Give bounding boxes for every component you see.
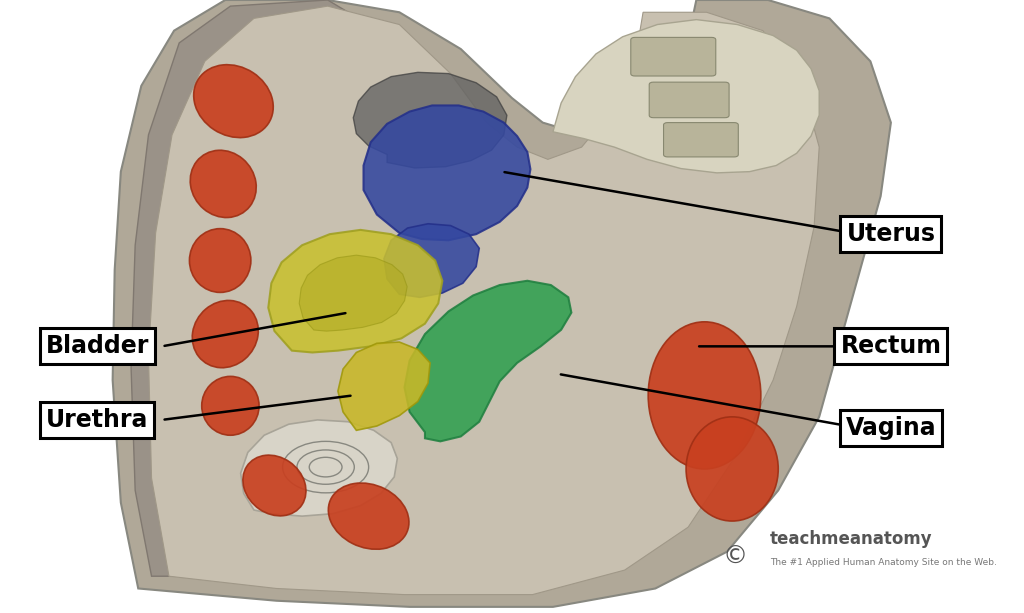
- Polygon shape: [553, 20, 819, 173]
- Ellipse shape: [648, 322, 761, 469]
- Text: Rectum: Rectum: [841, 334, 941, 359]
- Polygon shape: [113, 0, 891, 607]
- Ellipse shape: [194, 65, 273, 137]
- Text: Uterus: Uterus: [847, 222, 935, 246]
- Text: ©: ©: [723, 544, 748, 569]
- Ellipse shape: [686, 417, 778, 521]
- Polygon shape: [404, 281, 571, 441]
- Text: Urethra: Urethra: [46, 408, 148, 432]
- Polygon shape: [338, 342, 430, 430]
- FancyBboxPatch shape: [664, 123, 738, 157]
- Polygon shape: [353, 72, 507, 168]
- Ellipse shape: [193, 300, 258, 368]
- FancyBboxPatch shape: [649, 82, 729, 118]
- Polygon shape: [364, 105, 530, 240]
- Polygon shape: [299, 255, 408, 331]
- Text: The #1 Applied Human Anatomy Site on the Web.: The #1 Applied Human Anatomy Site on the…: [770, 558, 997, 567]
- Ellipse shape: [243, 455, 306, 516]
- Ellipse shape: [202, 376, 259, 435]
- Polygon shape: [384, 224, 479, 297]
- Ellipse shape: [190, 150, 256, 218]
- Text: Vagina: Vagina: [846, 416, 936, 440]
- FancyBboxPatch shape: [631, 37, 716, 76]
- Polygon shape: [241, 420, 397, 516]
- Ellipse shape: [329, 483, 409, 549]
- Polygon shape: [131, 0, 348, 576]
- Text: Bladder: Bladder: [46, 334, 148, 359]
- Ellipse shape: [189, 229, 251, 292]
- Polygon shape: [148, 6, 819, 595]
- Polygon shape: [268, 230, 442, 352]
- Text: teachmeanatomy: teachmeanatomy: [770, 530, 933, 549]
